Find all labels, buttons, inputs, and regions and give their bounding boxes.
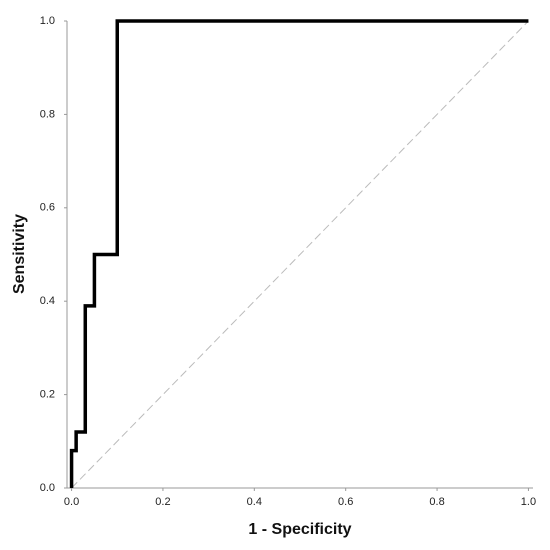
y-tick-label: 0.0 — [40, 482, 55, 494]
y-tick-label: 1.0 — [40, 15, 55, 27]
reference-line — [71, 20, 529, 489]
y-tick-label: 0.4 — [40, 295, 55, 307]
x-axis-title: 1 - Specificity — [248, 521, 351, 538]
y-tick-label: 0.6 — [40, 202, 55, 214]
x-tick-label: 1.0 — [521, 496, 536, 508]
roc-curve — [69, 19, 529, 488]
y-tick-label: 0.2 — [40, 389, 55, 401]
y-axis-title: Sensitivity — [11, 214, 28, 294]
x-tick-label: 0.6 — [338, 496, 353, 508]
x-tick-label: 0.4 — [247, 496, 262, 508]
x-tick-label: 0.8 — [429, 496, 444, 508]
x-tick-label: 0.0 — [64, 496, 79, 508]
x-tick-label: 0.2 — [155, 496, 170, 508]
y-tick-label: 0.8 — [40, 108, 55, 120]
